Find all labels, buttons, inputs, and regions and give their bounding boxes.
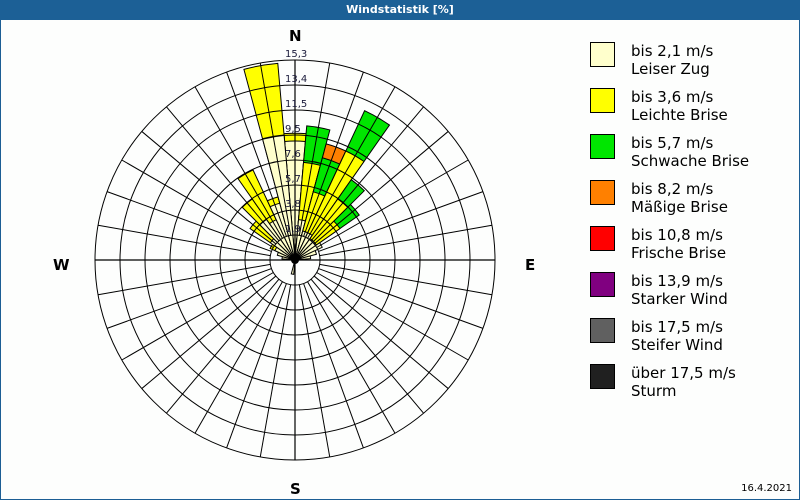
legend-label: Sturm [631,382,677,400]
grid-spoke [226,283,287,449]
legend-swatch [590,88,615,113]
grid-spoke [97,224,271,257]
grid-spoke [166,106,280,242]
grid-spoke [303,71,364,237]
ring-label: 9,5 [285,124,301,135]
legend-speed: bis 8,2 m/s [631,180,714,198]
legend-speed: über 17,5 m/s [631,364,736,382]
grid-spoke [166,278,280,414]
legend-label: Schwache Brise [631,152,750,170]
legend-label: Mäßige Brise [631,198,728,216]
grid-spoke [226,71,287,237]
ring-label: 5,7 [285,174,301,185]
grid-spoke [313,275,449,389]
legend-swatch [590,42,615,67]
grid-spoke [259,284,292,458]
grid-spoke [97,263,271,296]
grid-spoke [310,106,424,242]
legend-speed: bis 2,1 m/s [631,42,714,60]
grid-spoke [307,281,396,434]
ring-label: 11,5 [285,99,307,110]
legend-speed: bis 13,9 m/s [631,272,723,290]
ring-label: 7,6 [285,149,301,160]
grid-spoke [303,283,364,449]
grid-spoke [121,272,274,361]
legend-swatch [590,134,615,159]
grid-spoke [310,278,424,414]
compass-east: E [525,256,536,274]
compass-north: N [289,27,302,45]
grid-spoke [319,263,493,296]
grid-spoke [194,281,283,434]
window-title: Windstatistik [%] [0,0,800,20]
legend-label: Steifer Wind [631,336,723,354]
ring-label: 1,9 [285,224,301,235]
grid-spoke [298,284,331,458]
legend-swatch [590,364,615,389]
ring-label: 15,3 [285,49,307,60]
grid-spoke [141,131,277,245]
grid-spoke [316,159,469,248]
grid-spoke [318,268,484,329]
compass-west: W [53,256,70,274]
grid-spoke [141,275,277,389]
grid-spoke [106,268,272,329]
legend-label: Starker Wind [631,290,728,308]
wind-bar-segment [294,255,312,261]
grid-spoke [318,191,484,252]
grid-spoke [307,86,396,239]
legend-label: Leiser Zug [631,60,710,78]
wind-bar-segment [294,249,318,261]
legend-label: Leichte Brise [631,106,728,124]
legend-swatch [590,226,615,251]
legend-speed: bis 3,6 m/s [631,88,714,106]
grid-spoke [316,272,469,361]
grid-spoke [106,191,272,252]
date-label: 16.4.2021 [741,483,792,494]
legend-swatch [590,272,615,297]
grid-spoke [121,159,274,248]
legend-swatch [590,180,615,205]
compass-south: S [290,480,301,498]
center-mark [291,256,299,264]
legend-label: Frische Brise [631,244,727,262]
legend-speed: bis 10,8 m/s [631,226,723,244]
legend-speed: bis 5,7 m/s [631,134,714,152]
grid-spoke [194,86,283,239]
ring-label: 13,4 [285,74,307,85]
grid-spoke [259,62,292,236]
grid-spoke [298,62,331,236]
ring-label: 3,8 [285,199,301,210]
wind-rose-chart: 1,9 3,8 5,7 7,6 9,5 11,5 13,4 15,3 [94,49,496,461]
grid-spoke [313,131,449,245]
grid-spoke [319,224,493,257]
legend-speed: bis 17,5 m/s [631,318,723,336]
legend-swatch [590,318,615,343]
